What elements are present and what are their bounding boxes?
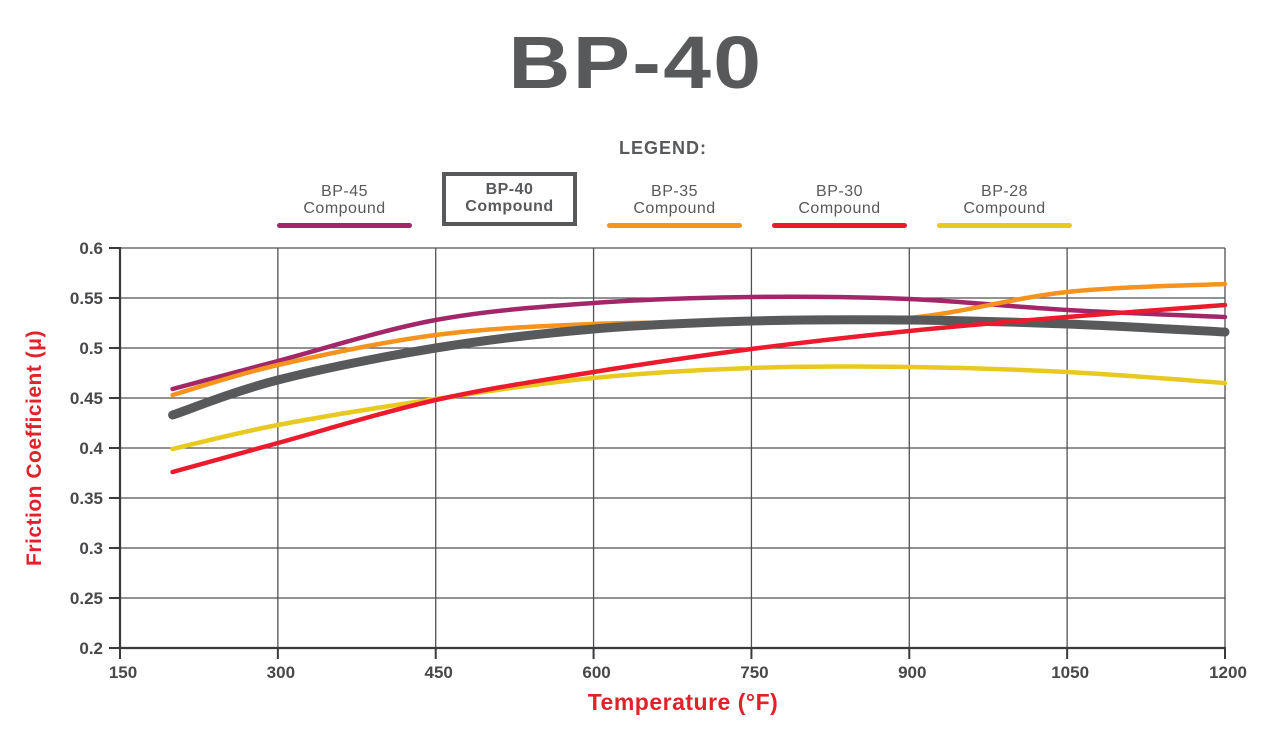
legend-heading: LEGEND:	[619, 138, 707, 158]
legend-item-sublabel: Compound	[303, 200, 386, 217]
x-tick-label: 300	[267, 663, 295, 682]
series-line-bp-40-compound	[168, 315, 1230, 420]
y-tick-label: 0.55	[70, 289, 103, 308]
legend-item-bp-35: BP-35 Compound	[607, 183, 742, 228]
legend-item-sublabel: Compound	[963, 200, 1046, 217]
legend-item-sublabel: Compound	[633, 200, 716, 217]
legend-item-label: BP-35	[651, 183, 698, 200]
series-line-bp-45-compound	[170, 294, 1228, 392]
y-tick-label: 0.4	[79, 439, 103, 458]
legend-item-sublabel: Compound	[798, 200, 881, 217]
y-tick-label: 0.2	[79, 639, 103, 658]
x-tick-label: 450	[425, 663, 453, 682]
legend-item-bp-30: BP-30 Compound	[772, 183, 907, 228]
series-line-bp-30-compound	[170, 302, 1228, 475]
tick-marks	[109, 247, 1226, 659]
legend-swatch-bp-30	[772, 223, 907, 228]
page-title-text: BP-40	[508, 21, 763, 104]
legend-item-label: BP-30	[816, 183, 863, 200]
legend-item-label: BP-40	[485, 181, 534, 198]
legend-swatch-bp-28	[937, 223, 1072, 228]
legend-item-label: BP-45	[321, 183, 368, 200]
x-tick-label: 1050	[1051, 663, 1089, 682]
x-tick-label: 150	[109, 663, 137, 682]
legend-item-bp-40: BP-40 Compound	[442, 172, 577, 226]
x-tick-label: 1200	[1209, 663, 1247, 682]
legend-item-sublabel: Compound	[465, 198, 554, 215]
y-tick-label: 0.35	[70, 489, 103, 508]
y-tick-label: 0.6	[79, 239, 103, 258]
legend-item-label: BP-28	[981, 183, 1028, 200]
series-line-bp-28-compound	[170, 364, 1228, 452]
legend-item-bp-45: BP-45 Compound	[277, 183, 412, 228]
x-tick-label: 750	[740, 663, 768, 682]
legend: BP-45 Compound BP-40 Compound BP-35 Comp…	[277, 172, 1072, 228]
x-tick-label: 600	[582, 663, 610, 682]
y-tick-label: 0.3	[79, 539, 103, 558]
page-title: BP-40	[0, 20, 1271, 105]
y-tick-label: 0.25	[70, 589, 103, 608]
legend-item-bp-28: BP-28 Compound	[937, 183, 1072, 228]
gridlines	[119, 247, 1226, 649]
x-tick-label: 900	[898, 663, 926, 682]
y-tick-label: 0.45	[70, 389, 103, 408]
x-axis-title: Temperature (°F)	[588, 689, 779, 715]
y-axis-title: Friction Coefficient (μ)	[23, 330, 46, 566]
legend-swatch-bp-45	[277, 223, 412, 228]
legend-swatch-bp-35	[607, 223, 742, 228]
y-tick-label: 0.5	[79, 339, 103, 358]
